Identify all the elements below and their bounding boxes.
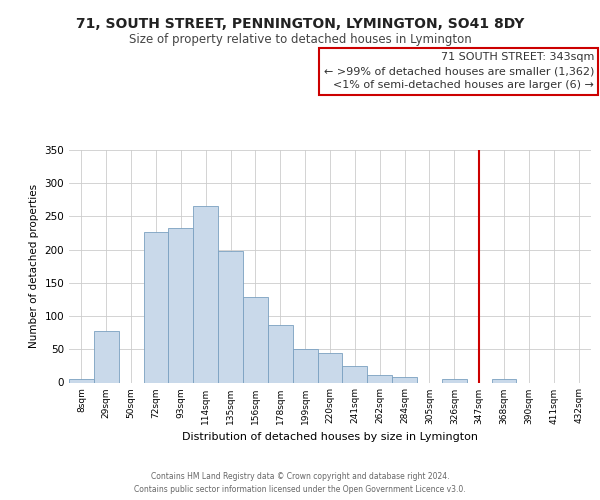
Bar: [218, 251, 243, 382]
Bar: [268, 324, 293, 382]
X-axis label: Distribution of detached houses by size in Lymington: Distribution of detached houses by size …: [182, 432, 478, 442]
Text: Size of property relative to detached houses in Lymington: Size of property relative to detached ho…: [128, 32, 472, 46]
Text: Contains public sector information licensed under the Open Government Licence v3: Contains public sector information licen…: [134, 485, 466, 494]
Bar: [169, 228, 193, 382]
Bar: [442, 379, 467, 382]
Bar: [193, 206, 218, 382]
Text: 71, SOUTH STREET, PENNINGTON, LYMINGTON, SO41 8DY: 71, SOUTH STREET, PENNINGTON, LYMINGTON,…: [76, 18, 524, 32]
Bar: [243, 297, 268, 382]
Bar: [69, 379, 94, 382]
Bar: [392, 376, 417, 382]
Bar: [94, 332, 119, 382]
Bar: [343, 366, 367, 382]
Y-axis label: Number of detached properties: Number of detached properties: [29, 184, 39, 348]
Text: Contains HM Land Registry data © Crown copyright and database right 2024.: Contains HM Land Registry data © Crown c…: [151, 472, 449, 481]
Bar: [143, 232, 169, 382]
Bar: [491, 379, 517, 382]
Text: 71 SOUTH STREET: 343sqm
← >99% of detached houses are smaller (1,362)
<1% of sem: 71 SOUTH STREET: 343sqm ← >99% of detach…: [323, 52, 594, 90]
Bar: [293, 350, 317, 382]
Bar: [367, 375, 392, 382]
Bar: [317, 354, 343, 382]
